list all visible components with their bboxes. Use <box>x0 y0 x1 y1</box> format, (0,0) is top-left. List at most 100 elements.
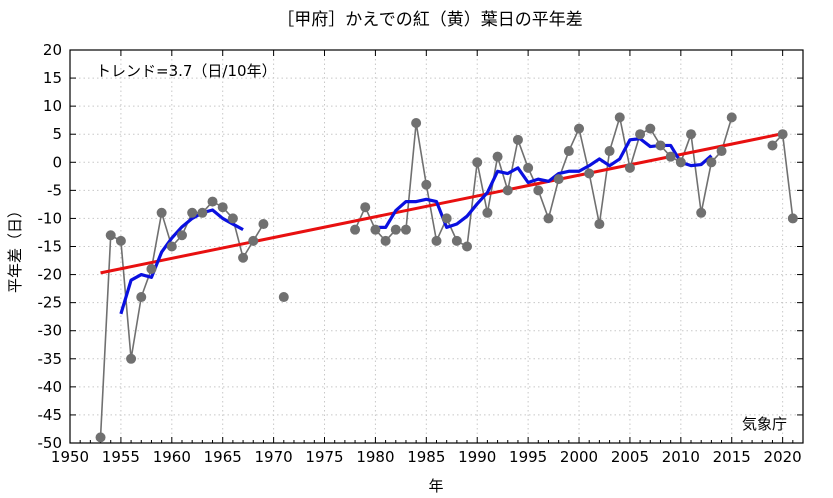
annual-data-point <box>390 224 401 235</box>
x-tick-label: 1955 <box>102 448 140 466</box>
x-tick-label: 1970 <box>255 448 293 466</box>
annual-data-point <box>207 196 218 207</box>
y-tick-label: 0 <box>52 153 62 171</box>
annual-data-point <box>278 292 289 303</box>
x-tick-label: 1960 <box>153 448 191 466</box>
y-tick-label: 20 <box>43 41 62 59</box>
annual-data-point <box>370 224 381 235</box>
annual-data-point <box>248 235 259 246</box>
annual-data-point <box>411 117 422 128</box>
annual-data-point <box>176 230 187 241</box>
x-tick-label: 2020 <box>764 448 802 466</box>
annual-data-point <box>594 219 605 230</box>
chart-title: ［甲府］かえでの紅（黄）葉日の平年差 <box>277 10 583 30</box>
annual-data-point <box>238 252 249 263</box>
x-tick-label: 1985 <box>407 448 445 466</box>
annual-data-point <box>614 112 625 123</box>
plot-area <box>95 112 798 443</box>
annual-data-point <box>115 235 126 246</box>
y-tick-label: -20 <box>38 266 63 284</box>
annual-data-point <box>462 241 473 252</box>
annual-data-point <box>777 129 788 140</box>
x-tick-label: 2015 <box>713 448 751 466</box>
trend-annotation: トレンド=3.7（日/10年） <box>96 62 277 80</box>
annual-data-point <box>502 185 513 196</box>
x-tick-label: 2005 <box>611 448 649 466</box>
annual-data-point <box>217 202 228 213</box>
x-tick-label: 2000 <box>560 448 598 466</box>
annual-data-point <box>686 129 697 140</box>
annual-data-point <box>258 219 269 230</box>
annual-data-point <box>146 263 157 274</box>
annual-data-point <box>380 235 391 246</box>
annual-data-point <box>655 140 666 151</box>
annual-data-point <box>635 129 646 140</box>
y-tick-label: 5 <box>52 125 62 143</box>
y-tick-label: -30 <box>38 322 63 340</box>
y-tick-label: -45 <box>38 406 63 424</box>
annual-data-point <box>696 207 707 218</box>
y-tick-label: -40 <box>38 378 63 396</box>
y-axis-title: 平年差（日） <box>6 203 24 293</box>
ticks: 1950 1955 1960 1965 1970 1975 1980 1985 1990 1995… <box>38 41 803 466</box>
grid <box>70 50 803 443</box>
y-tick-label: -5 <box>47 181 62 199</box>
annual-data-point <box>472 157 483 168</box>
annual-data-point <box>787 213 798 224</box>
annual-data-point <box>166 241 177 252</box>
x-tick-label: 1950 <box>51 448 89 466</box>
y-tick-label: 15 <box>43 69 62 87</box>
annual-data-point <box>136 292 147 303</box>
annual-data-point <box>533 185 544 196</box>
annual-data-point <box>441 213 452 224</box>
annual-data-point <box>553 174 564 185</box>
x-tick-label: 1980 <box>356 448 394 466</box>
annual-data-point <box>584 168 595 179</box>
annual-data-point <box>421 179 432 190</box>
annual-data-point <box>400 224 411 235</box>
annual-data-point <box>360 202 371 213</box>
annual-data-point <box>574 123 585 134</box>
y-tick-label: -10 <box>38 209 63 227</box>
annual-data-point <box>706 157 717 168</box>
annual-data-point <box>675 157 686 168</box>
annual-data-point <box>512 134 523 145</box>
plot-frame <box>69 49 804 444</box>
annual-data-point <box>726 112 737 123</box>
annual-data-point <box>350 224 361 235</box>
annual-data-point <box>431 235 442 246</box>
annual-data-point <box>126 353 137 364</box>
source-label: 気象庁 <box>742 415 787 433</box>
annual-data-point <box>716 146 727 157</box>
annual-data-point <box>563 146 574 157</box>
annual-data-point <box>604 146 615 157</box>
x-axis-title: 年 <box>428 477 443 495</box>
x-tick-label: 1990 <box>458 448 496 466</box>
annual-data-point <box>624 162 635 173</box>
annual-data-point <box>95 432 106 443</box>
annual-data-point <box>197 207 208 218</box>
x-tick-label: 1995 <box>509 448 547 466</box>
annual-data-point <box>665 151 676 162</box>
annual-data-point <box>492 151 503 162</box>
y-tick-label: -50 <box>38 434 63 452</box>
trend-line <box>100 132 783 275</box>
y-tick-label: -35 <box>38 350 63 368</box>
moving-average-line <box>119 208 244 315</box>
moving-average-line <box>375 137 713 230</box>
annual-data-point <box>227 213 238 224</box>
x-tick-label: 2010 <box>662 448 700 466</box>
annual-data-point <box>105 230 116 241</box>
annual-data-point <box>187 207 198 218</box>
annual-data-point <box>451 235 462 246</box>
y-tick-label: -15 <box>38 238 63 256</box>
annual-data-point <box>156 207 167 218</box>
annual-data-point <box>543 213 554 224</box>
x-tick-label: 1965 <box>204 448 242 466</box>
annual-data-point <box>523 162 534 173</box>
annual-data-point <box>645 123 656 134</box>
y-tick-label: -25 <box>38 294 63 312</box>
annual-data-point <box>767 140 778 151</box>
x-tick-label: 1975 <box>305 448 343 466</box>
